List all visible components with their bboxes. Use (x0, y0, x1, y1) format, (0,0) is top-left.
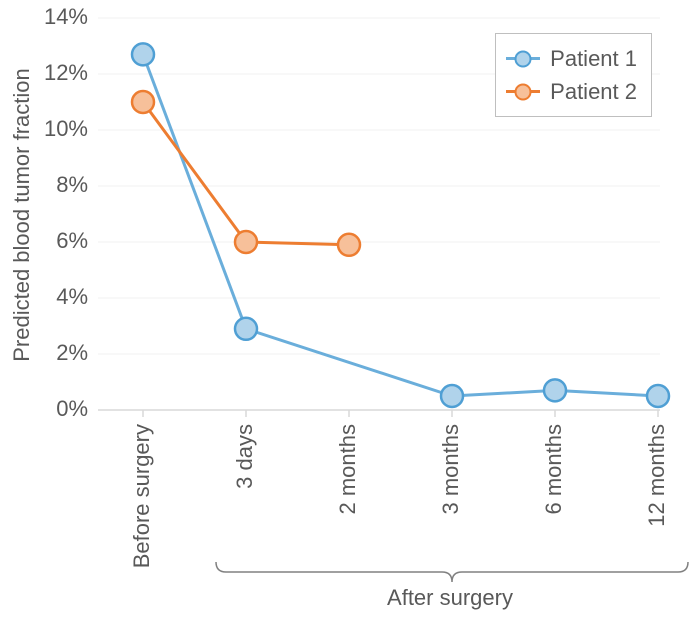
legend-line-icon (506, 57, 540, 60)
y-tick-label: 10% (44, 116, 88, 141)
legend-item-patient1: Patient 1 (506, 42, 637, 75)
brace-icon (216, 562, 688, 582)
data-point (235, 231, 257, 253)
y-tick-label: 14% (44, 4, 88, 29)
legend-item-patient2: Patient 2 (506, 75, 637, 108)
data-point (235, 318, 257, 340)
series-line (143, 102, 349, 245)
x-tick-label: 2 months (335, 424, 360, 515)
data-point (544, 379, 566, 401)
legend-label: Patient 2 (550, 75, 637, 108)
y-tick-label: 6% (56, 228, 88, 253)
y-tick-label: 4% (56, 284, 88, 309)
x-tick-label: 6 months (541, 424, 566, 515)
y-tick-label: 2% (56, 340, 88, 365)
data-point (132, 43, 154, 65)
y-axis-label: Predicted blood tumor fraction (9, 68, 35, 362)
data-point (441, 385, 463, 407)
y-tick-label: 12% (44, 60, 88, 85)
data-point (647, 385, 669, 407)
chart-container: Predicted blood tumor fraction 0% 2% 4% 6% 8… (0, 0, 692, 618)
x-tick-label: 3 months (438, 424, 463, 515)
legend-marker-icon (515, 50, 532, 67)
after-surgery-label: After surgery (300, 585, 600, 611)
legend-marker-icon (515, 83, 532, 100)
data-point (338, 234, 360, 256)
legend-label: Patient 1 (550, 42, 637, 75)
x-tick-label: 12 months (644, 424, 669, 527)
data-point (132, 91, 154, 113)
y-tick-label: 0% (56, 396, 88, 421)
legend: Patient 1 Patient 2 (495, 33, 652, 117)
x-tick-label: Before surgery (129, 424, 154, 568)
legend-line-icon (506, 90, 540, 93)
y-tick-label: 8% (56, 172, 88, 197)
x-tick-label: 3 days (232, 424, 257, 489)
